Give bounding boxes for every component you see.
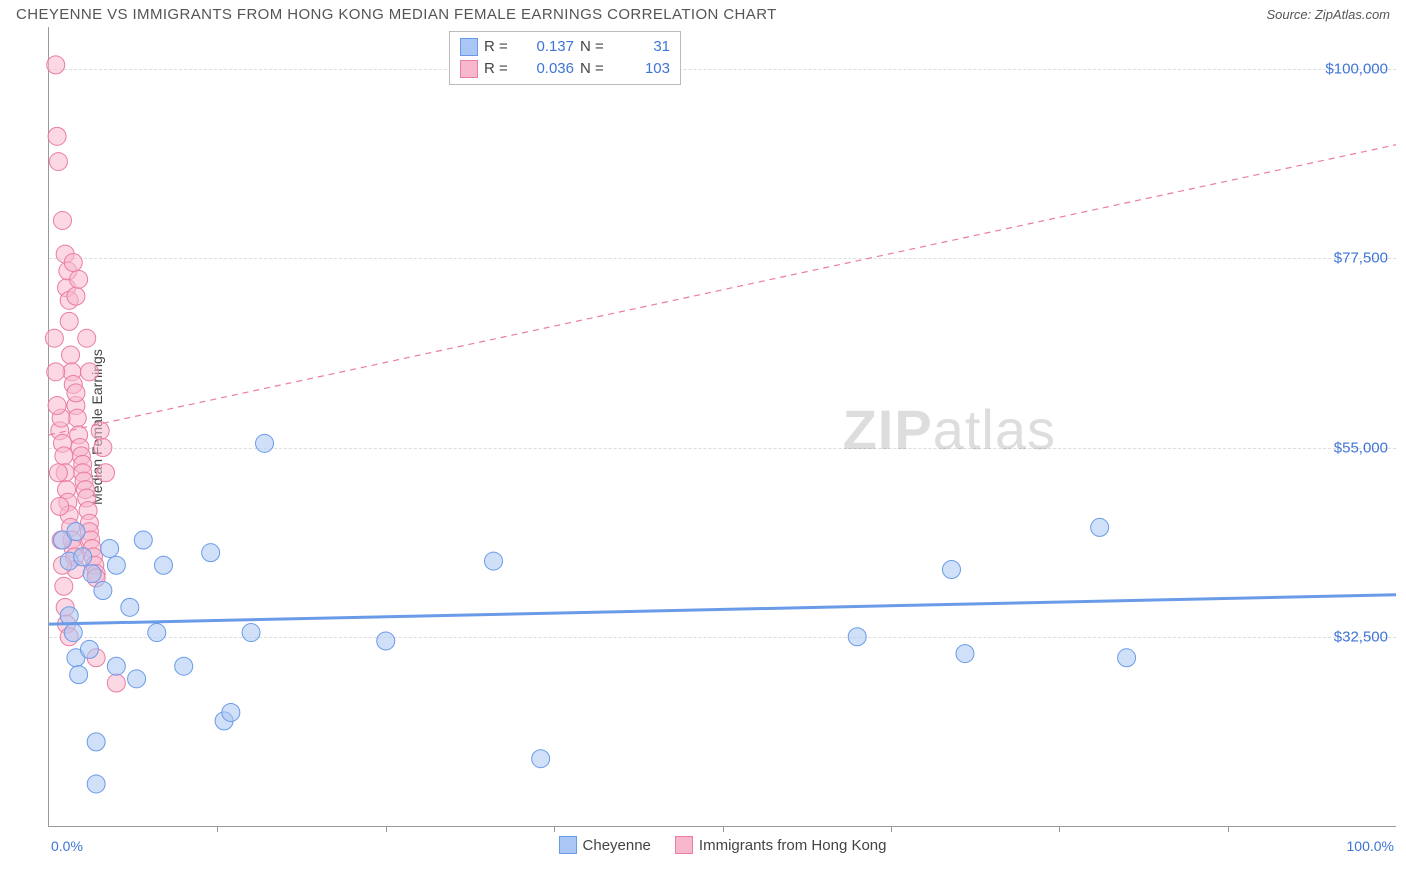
data-point: [91, 422, 109, 440]
swatch-series-0: [460, 38, 478, 56]
x-tick-mark: [891, 826, 892, 832]
swatch-cheyenne: [559, 836, 577, 854]
data-point: [532, 750, 550, 768]
legend-label-1: Immigrants from Hong Kong: [699, 837, 887, 854]
legend-series: Cheyenne Immigrants from Hong Kong: [49, 836, 1396, 854]
x-tick-mark: [217, 826, 218, 832]
data-point: [256, 434, 274, 452]
data-point: [64, 253, 82, 271]
legend-label-0: Cheyenne: [583, 837, 651, 854]
x-tick-mark: [1059, 826, 1060, 832]
n-label: N =: [580, 58, 608, 80]
data-point: [107, 657, 125, 675]
n-value-1: 103: [614, 58, 670, 80]
data-point: [202, 544, 220, 562]
r-label: R =: [484, 36, 512, 58]
data-point: [101, 539, 119, 557]
trend-line: [49, 145, 1396, 435]
data-point: [175, 657, 193, 675]
data-point: [67, 287, 85, 305]
data-point: [78, 329, 96, 347]
legend-item-1: Immigrants from Hong Kong: [675, 836, 887, 854]
data-point: [55, 577, 73, 595]
data-point: [121, 598, 139, 616]
chart-title: CHEYENNE VS IMMIGRANTS FROM HONG KONG ME…: [16, 6, 777, 23]
legend-item-0: Cheyenne: [559, 836, 651, 854]
x-tick-mark: [723, 826, 724, 832]
data-point: [94, 439, 112, 457]
data-point: [87, 733, 105, 751]
data-point: [97, 464, 115, 482]
data-point: [107, 674, 125, 692]
data-point: [222, 703, 240, 721]
scatter-plot-svg: [49, 27, 1396, 826]
swatch-series-1: [460, 60, 478, 78]
data-point: [80, 363, 98, 381]
r-value-0: 0.137: [518, 36, 574, 58]
data-point: [67, 384, 85, 402]
data-point: [80, 640, 98, 658]
chart-area: Median Female Earnings $32,500$55,000$77…: [48, 27, 1396, 827]
data-point: [45, 329, 63, 347]
data-point: [148, 624, 166, 642]
data-point: [485, 552, 503, 570]
legend-row-series-1: R = 0.036 N = 103: [460, 58, 670, 80]
data-point: [48, 396, 66, 414]
data-point: [1118, 649, 1136, 667]
data-point: [74, 548, 92, 566]
n-label: N =: [580, 36, 608, 58]
trend-line: [49, 595, 1396, 624]
r-value-1: 0.036: [518, 58, 574, 80]
data-point: [55, 447, 73, 465]
data-point: [154, 556, 172, 574]
data-point: [956, 645, 974, 663]
swatch-hongkong: [675, 836, 693, 854]
data-point: [242, 624, 260, 642]
data-point: [1091, 518, 1109, 536]
data-point: [51, 497, 69, 515]
data-point: [48, 127, 66, 145]
chart-source: Source: ZipAtlas.com: [1266, 7, 1390, 22]
r-label: R =: [484, 58, 512, 80]
data-point: [377, 632, 395, 650]
legend-row-series-0: R = 0.137 N = 31: [460, 36, 670, 58]
data-point: [107, 556, 125, 574]
data-point: [67, 523, 85, 541]
data-point: [848, 628, 866, 646]
data-point: [94, 582, 112, 600]
data-point: [49, 153, 67, 171]
data-point: [83, 565, 101, 583]
x-tick-mark: [386, 826, 387, 832]
data-point: [70, 666, 88, 684]
data-point: [70, 270, 88, 288]
data-point: [53, 211, 71, 229]
data-point: [60, 607, 78, 625]
n-value-0: 31: [614, 36, 670, 58]
data-point: [128, 670, 146, 688]
data-point: [49, 464, 67, 482]
chart-header: CHEYENNE VS IMMIGRANTS FROM HONG KONG ME…: [0, 0, 1406, 27]
data-point: [60, 312, 78, 330]
data-point: [134, 531, 152, 549]
x-tick-mark: [554, 826, 555, 832]
data-point: [87, 775, 105, 793]
data-point: [62, 346, 80, 364]
legend-correlation: R = 0.137 N = 31 R = 0.036 N = 103: [449, 31, 681, 85]
data-point: [68, 409, 86, 427]
data-point: [47, 56, 65, 74]
data-point: [64, 624, 82, 642]
data-point: [942, 560, 960, 578]
x-tick-mark: [1228, 826, 1229, 832]
data-point: [47, 363, 65, 381]
